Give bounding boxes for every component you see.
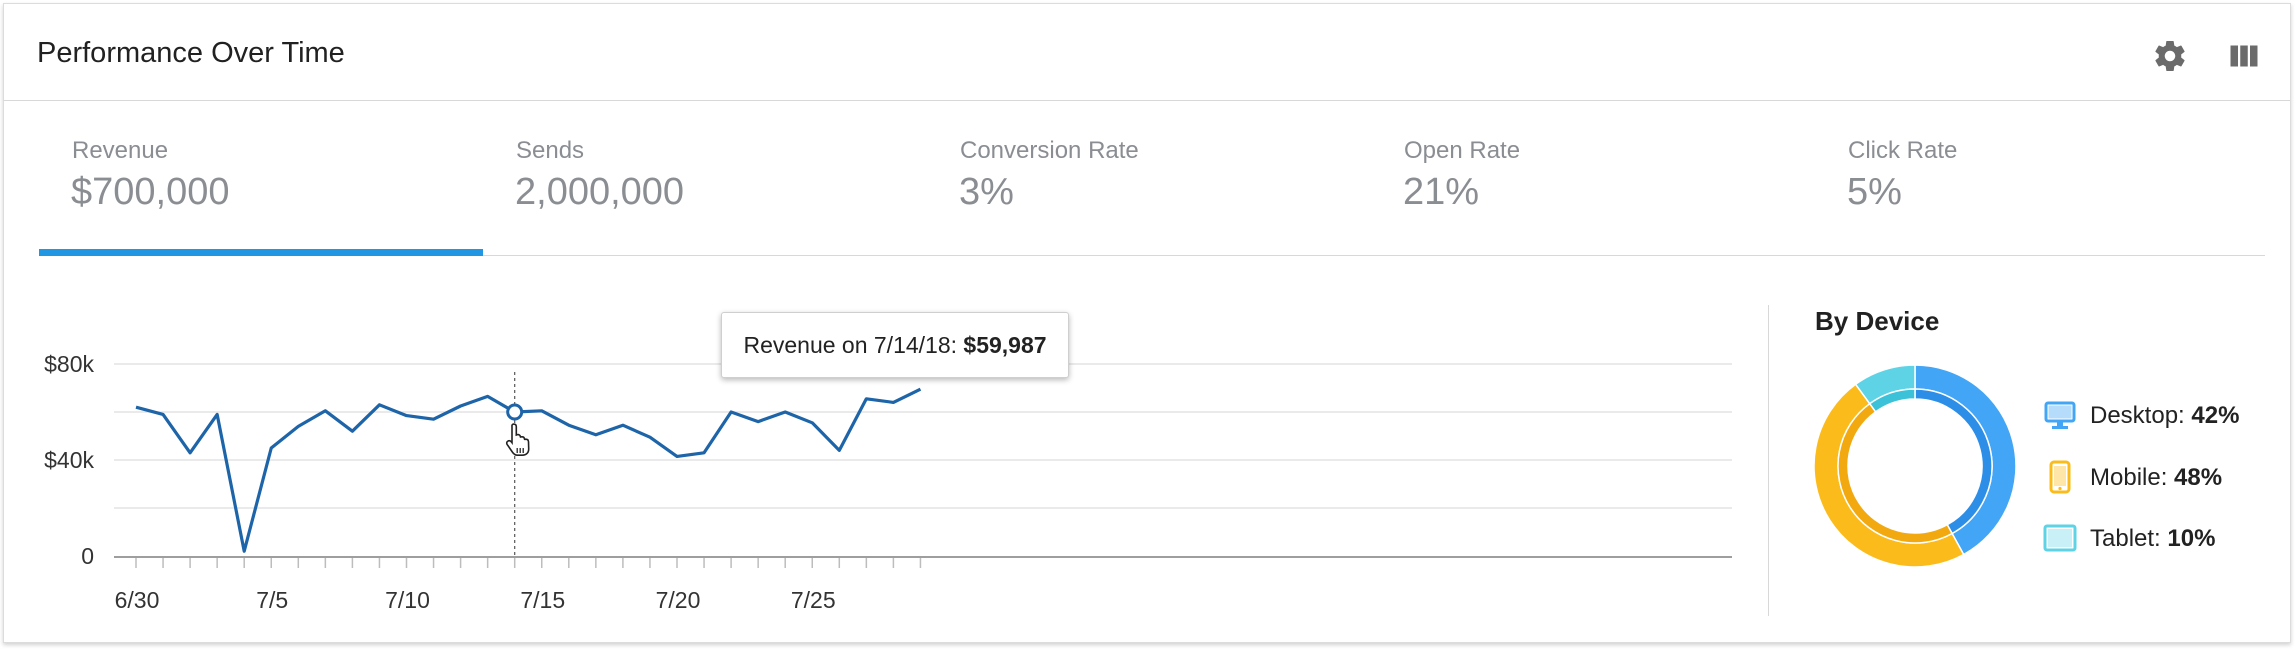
x-tick-label: 7/5 (256, 587, 288, 613)
revenue-line-chart: 0 $40k $80k 6/30 7/5 7/10 7/15 7/20 7/25 (44, 351, 1732, 613)
tab-label: Open Rate (1404, 137, 1521, 164)
metric-tabs: Revenue $700,000 Sends 2,000,000 Convers… (39, 101, 2265, 256)
hand-cursor-icon (505, 423, 530, 457)
active-tab-indicator (39, 249, 483, 256)
x-tick-label: 7/20 (656, 587, 701, 613)
y-tick-label: $40k (44, 447, 94, 473)
tab-value: 5% (1847, 171, 1902, 213)
card-header: Performance Over Time (4, 4, 2290, 101)
x-tick-label: 7/15 (520, 587, 565, 613)
y-tick-label: $80k (44, 351, 94, 377)
tab-label: Conversion Rate (960, 137, 1139, 164)
legend-value: 48% (2174, 464, 2223, 491)
section-divider (1768, 305, 1769, 616)
desktop-icon (2044, 401, 2076, 429)
donut-hole (1849, 400, 1981, 532)
chart-tooltip: Revenue on 7/14/18: $59,987 (721, 312, 1069, 378)
tab-label: Click Rate (1848, 137, 1958, 164)
tab-revenue[interactable]: Revenue $700,000 (39, 101, 483, 256)
tab-value: 2,000,000 (515, 171, 685, 213)
revenue-series-line (135, 387, 922, 553)
legend-label: Desktop: (2090, 402, 2192, 429)
hand-cursor-outline (505, 423, 530, 457)
x-tick-label: 6/30 (115, 587, 160, 613)
legend-label: Tablet: (2090, 525, 2168, 552)
tab-value: 21% (1403, 171, 1480, 213)
legend-value: 42% (2191, 402, 2240, 429)
tab-label: Sends (516, 137, 585, 164)
device-title: By Device (1815, 306, 1940, 336)
y-tick-label: 0 (81, 543, 94, 569)
tooltip-value: $59,987 (963, 332, 1047, 358)
columns-icon[interactable] (2226, 38, 2262, 74)
x-tick-label: 7/25 (791, 587, 836, 613)
tab-sends[interactable]: Sends 2,000,000 (483, 101, 927, 255)
donut-slice-inner-tablet (1868, 388, 1916, 413)
tab-conversion-rate[interactable]: Conversion Rate 3% (927, 101, 1371, 255)
tab-label: Revenue (72, 137, 169, 164)
gear-icon[interactable] (2152, 38, 2188, 74)
mobile-icon (2049, 460, 2071, 494)
device-donut-chart (1813, 364, 2017, 568)
tooltip-text: Revenue on 7/14/18: (743, 332, 964, 358)
card-title: Performance Over Time (37, 37, 345, 69)
tab-value: $700,000 (71, 171, 230, 213)
performance-card: Performance Over Time Revenue $700,000 S… (3, 3, 2291, 643)
tab-click-rate[interactable]: Click Rate 5% (1815, 101, 2259, 255)
highlighted-point (506, 403, 524, 421)
legend-value: 10% (2167, 525, 2216, 552)
tab-value: 3% (959, 171, 1014, 213)
tablet-icon (2043, 524, 2077, 552)
legend-label: Mobile: (2090, 464, 2175, 491)
x-tick-label: 7/10 (385, 587, 430, 613)
tab-open-rate[interactable]: Open Rate 21% (1371, 101, 1815, 255)
